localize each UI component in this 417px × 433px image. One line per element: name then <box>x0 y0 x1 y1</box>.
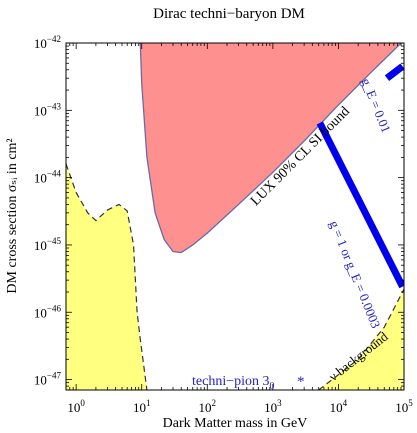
y-tick-exponent: −46 <box>47 303 62 313</box>
x-tick-exponent: 5 <box>408 398 413 408</box>
x-tick-exponent: 3 <box>277 398 282 408</box>
left-region-boundary <box>66 163 148 390</box>
y-tick-label: 10−46 <box>34 303 62 320</box>
y-tick-base: 10 <box>34 171 47 186</box>
x-tick-label: 104 <box>330 398 348 415</box>
left-yellow-region <box>66 163 147 390</box>
x-tick-base: 10 <box>67 400 80 415</box>
x-tick-exponent: 2 <box>212 398 217 408</box>
plot-regions <box>66 43 404 390</box>
y-tick-base: 10 <box>34 103 47 118</box>
y-tick-exponent: −42 <box>47 34 61 44</box>
x-tick-labels: 100 101 102 103 104 105 <box>67 398 413 415</box>
techni-pion-text: techni−pion 3 <box>192 374 270 389</box>
y-tick-base: 10 <box>34 373 47 388</box>
y-tick-exponent: −44 <box>47 169 62 179</box>
x-tick-base: 10 <box>395 400 408 415</box>
y-tick-label: 10−47 <box>34 371 62 388</box>
y-axis-label: DM cross section σₛᵢ in cm² <box>5 138 20 293</box>
techni-pion-subscript: 0 <box>270 381 275 392</box>
y-tick-label: 10−42 <box>34 34 61 51</box>
y-tick-exponent: −45 <box>47 236 62 246</box>
x-tick-label: 101 <box>133 398 151 415</box>
prediction-line-1 <box>316 121 404 289</box>
x-tick-exponent: 4 <box>343 398 348 408</box>
plot-lines <box>316 63 404 289</box>
axis-ticks <box>65 42 405 391</box>
prediction-line-2 <box>384 63 404 81</box>
y-tick-label: 10−43 <box>34 101 62 118</box>
x-axis-label: Dark Matter mass in GeV <box>163 416 308 431</box>
techni-pion-label: techni−pion 30 <box>192 374 275 392</box>
y-tick-label: 10−45 <box>34 236 62 253</box>
x-tick-exponent: 0 <box>80 398 85 408</box>
y-tick-base: 10 <box>34 36 47 51</box>
x-tick-exponent: 1 <box>146 398 151 408</box>
x-tick-label: 102 <box>199 398 217 415</box>
lux-excluded-region <box>140 43 404 253</box>
neutrino-background-boundary <box>318 288 404 390</box>
x-tick-base: 10 <box>330 400 343 415</box>
chart-title: Dirac techni−baryon DM <box>153 6 305 22</box>
y-tick-label: 10−44 <box>34 169 62 186</box>
lux-bound-curve <box>139 43 403 254</box>
x-tick-label: 100 <box>67 398 85 415</box>
neutrino-background-region <box>318 289 404 390</box>
y-tick-base: 10 <box>34 238 47 253</box>
techni-pion-star: * <box>297 374 305 390</box>
plot-frame <box>65 42 405 391</box>
x-tick-base: 10 <box>199 400 212 415</box>
y-tick-exponent: −43 <box>47 101 62 111</box>
x-tick-base: 10 <box>264 400 277 415</box>
y-tick-exponent: −47 <box>47 371 62 381</box>
y-tick-base: 10 <box>34 305 47 320</box>
x-tick-label: 105 <box>395 398 413 415</box>
x-tick-base: 10 <box>133 400 146 415</box>
x-tick-label: 103 <box>264 398 282 415</box>
